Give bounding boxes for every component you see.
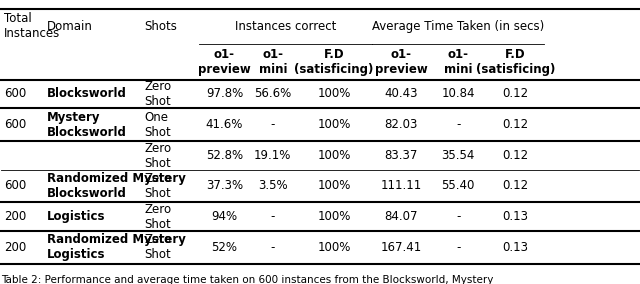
Text: 0.12: 0.12 bbox=[502, 118, 529, 131]
Text: 200: 200 bbox=[4, 210, 26, 223]
Text: Randomized Mystery
Logistics: Randomized Mystery Logistics bbox=[47, 233, 186, 262]
Text: 600: 600 bbox=[4, 118, 26, 131]
Text: Zero
Shot: Zero Shot bbox=[144, 172, 172, 200]
Text: Logistics: Logistics bbox=[47, 210, 106, 223]
Text: -: - bbox=[456, 210, 460, 223]
Text: 52.8%: 52.8% bbox=[206, 149, 243, 162]
Text: 100%: 100% bbox=[317, 149, 351, 162]
Text: Shots: Shots bbox=[144, 20, 177, 33]
Text: 100%: 100% bbox=[317, 241, 351, 254]
Text: 94%: 94% bbox=[211, 210, 237, 223]
Text: 100%: 100% bbox=[317, 179, 351, 192]
Text: -: - bbox=[271, 210, 275, 223]
Text: 84.07: 84.07 bbox=[384, 210, 418, 223]
Text: 200: 200 bbox=[4, 241, 26, 254]
Text: 600: 600 bbox=[4, 87, 26, 101]
Text: -: - bbox=[456, 118, 460, 131]
Text: F.D
(satisficing): F.D (satisficing) bbox=[476, 48, 556, 76]
Text: 0.13: 0.13 bbox=[502, 241, 529, 254]
Text: 0.13: 0.13 bbox=[502, 210, 529, 223]
Text: Zero
Shot: Zero Shot bbox=[144, 80, 172, 108]
Text: o1-
preview: o1- preview bbox=[374, 48, 428, 76]
Text: 55.40: 55.40 bbox=[442, 179, 475, 192]
Text: 56.6%: 56.6% bbox=[254, 87, 291, 101]
Text: One
Shot: One Shot bbox=[144, 111, 171, 139]
Text: 0.12: 0.12 bbox=[502, 149, 529, 162]
Text: Zero
Shot: Zero Shot bbox=[144, 142, 172, 170]
Text: Domain: Domain bbox=[47, 20, 93, 33]
Text: o1-
mini: o1- mini bbox=[444, 48, 472, 76]
Text: F.D
(satisficing): F.D (satisficing) bbox=[294, 48, 374, 76]
Text: 0.12: 0.12 bbox=[502, 87, 529, 101]
Text: 111.11: 111.11 bbox=[380, 179, 422, 192]
Text: 600: 600 bbox=[4, 179, 26, 192]
Text: 100%: 100% bbox=[317, 87, 351, 101]
Text: 97.8%: 97.8% bbox=[206, 87, 243, 101]
Text: 167.41: 167.41 bbox=[380, 241, 422, 254]
Text: 82.03: 82.03 bbox=[384, 118, 418, 131]
Text: Zero
Shot: Zero Shot bbox=[144, 202, 172, 231]
Text: 41.6%: 41.6% bbox=[205, 118, 243, 131]
Text: 3.5%: 3.5% bbox=[258, 179, 287, 192]
Text: Mystery
Blocksworld: Mystery Blocksworld bbox=[47, 111, 127, 139]
Text: Blocksworld: Blocksworld bbox=[47, 87, 127, 101]
Text: 52%: 52% bbox=[211, 241, 237, 254]
Text: 0.12: 0.12 bbox=[502, 179, 529, 192]
Text: o1-
mini: o1- mini bbox=[259, 48, 287, 76]
Text: o1-
preview: o1- preview bbox=[198, 48, 251, 76]
Text: 100%: 100% bbox=[317, 210, 351, 223]
Text: -: - bbox=[456, 241, 460, 254]
Text: Zero
Shot: Zero Shot bbox=[144, 233, 172, 262]
Text: Table 2: Performance and average time taken on 600 instances from the Blocksworl: Table 2: Performance and average time ta… bbox=[1, 275, 494, 284]
Text: 83.37: 83.37 bbox=[384, 149, 418, 162]
Text: 37.3%: 37.3% bbox=[206, 179, 243, 192]
Text: Instances correct: Instances correct bbox=[235, 20, 336, 33]
Text: Total
Instances: Total Instances bbox=[4, 12, 60, 40]
Text: 35.54: 35.54 bbox=[442, 149, 475, 162]
Text: Randomized Mystery
Blocksworld: Randomized Mystery Blocksworld bbox=[47, 172, 186, 200]
Text: -: - bbox=[271, 118, 275, 131]
Text: -: - bbox=[271, 241, 275, 254]
Text: 40.43: 40.43 bbox=[384, 87, 418, 101]
Text: 19.1%: 19.1% bbox=[254, 149, 292, 162]
Text: Average Time Taken (in secs): Average Time Taken (in secs) bbox=[372, 20, 545, 33]
Text: 10.84: 10.84 bbox=[442, 87, 475, 101]
Text: 100%: 100% bbox=[317, 118, 351, 131]
